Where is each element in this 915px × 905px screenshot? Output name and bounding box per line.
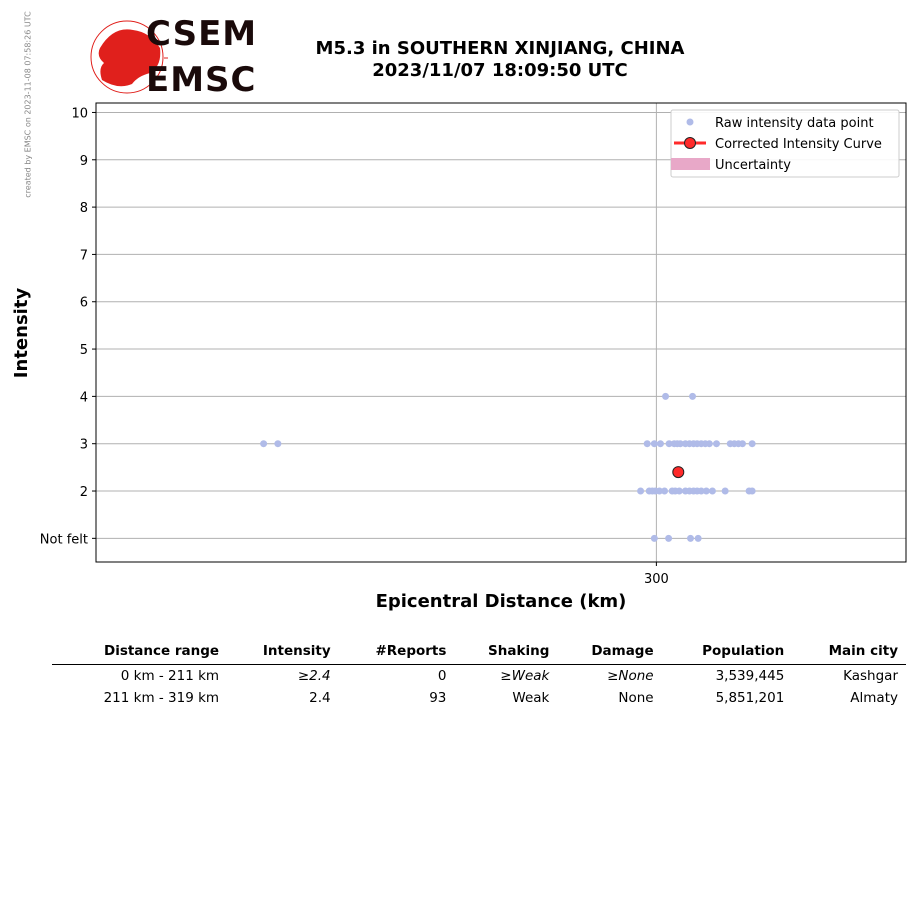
column-header: #Reports: [338, 640, 455, 665]
y-tick-label: 8: [80, 201, 88, 216]
y-tick-label: Not felt: [40, 532, 88, 547]
raw-intensity-point: [274, 440, 282, 448]
raw-intensity-point: [738, 440, 746, 448]
raw-intensity-point: [748, 487, 756, 495]
y-tick-label: 3: [80, 438, 88, 453]
y-tick-label: 9: [80, 154, 88, 169]
legend-raw-marker: [686, 118, 694, 126]
emsc-globe-logo-icon: [90, 20, 168, 94]
legend-uncertainty-patch: [671, 158, 710, 170]
raw-intensity-point: [637, 487, 645, 495]
y-tick-label: 6: [80, 296, 88, 311]
y-tick-label: 10: [71, 106, 88, 121]
table-cell: Kashgar: [843, 668, 898, 684]
table-cell: 0 km - 211 km: [120, 668, 220, 684]
logo-text-csem: CSEM: [146, 14, 258, 54]
y-tick-label: 2: [80, 485, 88, 500]
y-tick-label: 4: [80, 390, 88, 405]
raw-intensity-point: [676, 440, 684, 448]
raw-intensity-point: [655, 487, 663, 495]
table-cell: 3,539,445: [715, 668, 785, 684]
logo-text-emsc: EMSC: [146, 60, 257, 100]
raw-intensity-point: [643, 440, 651, 448]
raw-intensity-point: [721, 487, 729, 495]
y-tick-label: 7: [80, 248, 88, 263]
table-cell: 2.4: [309, 690, 331, 706]
raw-intensity-point: [656, 440, 664, 448]
raw-intensity-point: [675, 487, 683, 495]
title-time: 2023/11/07 18:09:50 UTC: [372, 60, 628, 81]
raw-intensity-point: [702, 487, 710, 495]
column-header: Shaking: [454, 640, 558, 665]
raw-intensity-point: [689, 392, 697, 400]
column-header: Distance range: [52, 640, 228, 665]
raw-intensity-point: [650, 440, 658, 448]
table-row: 0 km - 211 km ≥2.4 0 ≥Weak ≥None 3,539,445 Kas…: [52, 665, 906, 688]
legend-uncertainty-label: Uncertainty: [715, 158, 791, 173]
table-cell: None: [618, 690, 654, 706]
x-axis-label: Epicentral Distance (km): [376, 591, 627, 612]
legend: Raw intensity data point Corrected Inten…: [670, 109, 900, 178]
raw-intensity-point: [708, 487, 716, 495]
table-cell: ≥Weak: [500, 668, 550, 684]
raw-intensity-point: [712, 440, 720, 448]
table-cell: ≥None: [607, 668, 654, 684]
table-cell: ≥2.4: [297, 668, 331, 684]
table-cell: Almaty: [850, 690, 898, 706]
plot-frame: [95, 102, 907, 563]
raw-intensity-point: [260, 440, 268, 448]
title-event: M5.3 in SOUTHERN XINJIANG, CHINA: [315, 38, 685, 59]
raw-intensity-point: [665, 534, 673, 542]
raw-intensity-point: [687, 534, 695, 542]
raw-intensity-point: [665, 440, 673, 448]
raw-intensity-point: [661, 487, 669, 495]
raw-intensity-point: [705, 440, 713, 448]
corrected-intensity-point: [672, 466, 685, 479]
raw-intensity-point: [697, 487, 705, 495]
table-cell: 5,851,201: [715, 690, 785, 706]
raw-intensity-point: [694, 534, 702, 542]
table-cell: 0: [437, 668, 447, 684]
y-tick-label: 5: [80, 343, 88, 358]
table-cell: Weak: [512, 690, 550, 706]
y-axis-label: Intensity: [11, 288, 32, 379]
table-cell: 211 km - 319 km: [103, 690, 220, 706]
raw-intensity-point: [662, 392, 670, 400]
legend-curve-label: Corrected Intensity Curve: [715, 137, 882, 152]
table-cell: 93: [429, 690, 447, 706]
column-header: Population: [661, 640, 793, 665]
table-row: 211 km - 319 km 2.4 93 Weak None 5,851,201 Alm…: [52, 687, 906, 709]
column-header: Damage: [557, 640, 662, 665]
legend-raw-label: Raw intensity data point: [715, 116, 874, 131]
column-header: Main city: [792, 640, 906, 665]
chart-title: M5.3 in SOUTHERN XINJIANG, CHINA 2023/11…: [250, 38, 750, 82]
x-tick-label: 300: [644, 572, 669, 587]
legend-curve-marker: [684, 137, 696, 149]
intensity-chart: Not felt 2 3 4 5 6 7 8 9 10 300 Epicentral Distanc…: [11, 102, 907, 612]
column-header: Intensity: [227, 640, 339, 665]
summary-table: Distance range Intensity #Reports Shaking Da…: [52, 640, 906, 709]
raw-intensity-point: [650, 534, 658, 542]
raw-intensity-point: [748, 440, 756, 448]
